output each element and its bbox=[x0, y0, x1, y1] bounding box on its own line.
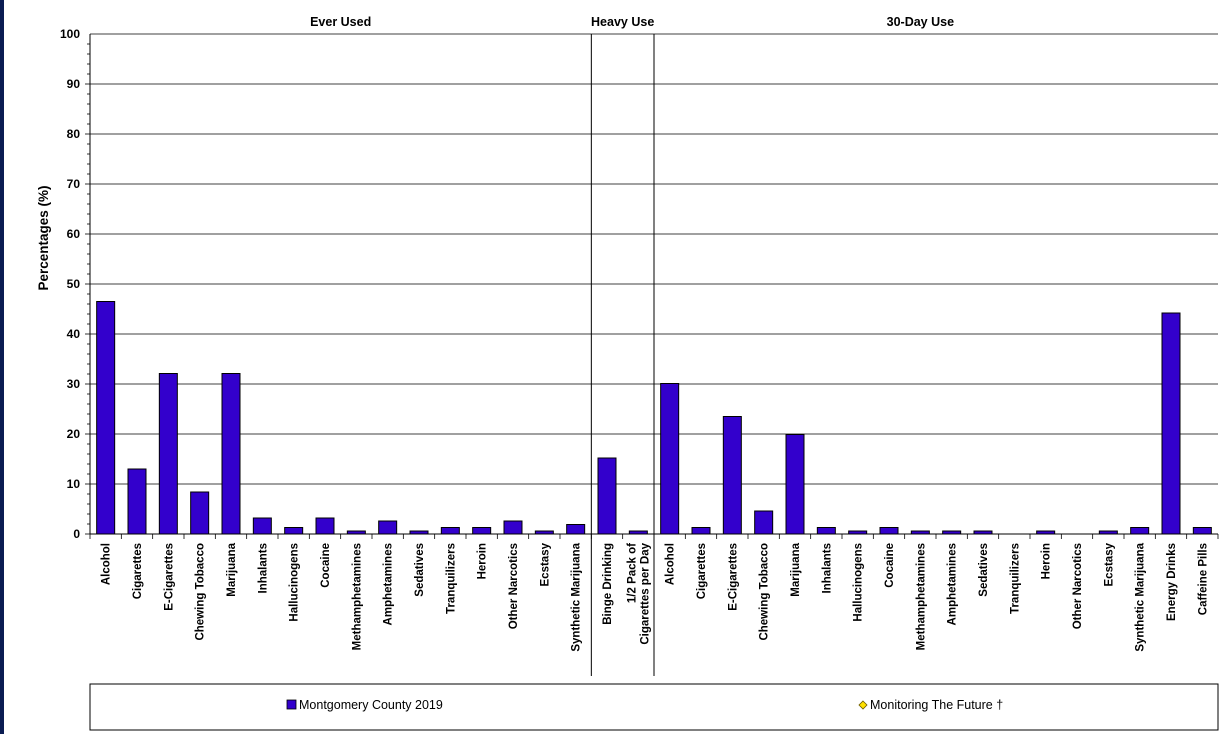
y-tick-label: 30 bbox=[67, 377, 81, 391]
x-tick-label: Other Narcotics bbox=[508, 543, 520, 629]
x-tick-label: Methamphetamines bbox=[915, 543, 927, 650]
x-tick-label: Heroin bbox=[477, 543, 489, 579]
bar bbox=[378, 520, 398, 535]
y-tick-label: 80 bbox=[67, 127, 81, 141]
x-tick-label: Cocaine bbox=[884, 543, 896, 588]
x-tick-labels: Alcohol Cigarettes E-Cigarettes Chewing Tob… bbox=[101, 542, 1210, 651]
y-tick-label: 90 bbox=[67, 77, 81, 91]
x-tick-label: Caffeine Pills bbox=[1197, 543, 1209, 615]
y-tick-label: 70 bbox=[67, 177, 81, 191]
bar bbox=[440, 527, 460, 535]
bar bbox=[1130, 527, 1150, 535]
x-tick-label: Ecstasy bbox=[1103, 542, 1115, 586]
legend: Montgomery County 2019 Monitoring The Fu… bbox=[89, 683, 1219, 731]
bar bbox=[597, 457, 617, 535]
bar bbox=[660, 383, 680, 535]
y-tick-label: 0 bbox=[73, 527, 80, 541]
x-tick-label: Energy Drinks bbox=[1166, 543, 1178, 621]
x-tick-label: Alcohol bbox=[665, 543, 677, 585]
group-headers: Ever Used Heavy Use 30-Day Use bbox=[310, 15, 954, 29]
bar bbox=[879, 527, 899, 535]
y-tick-label: 10 bbox=[67, 477, 81, 491]
bar bbox=[190, 491, 210, 535]
bar bbox=[127, 468, 147, 535]
x-tick-label: Amphetamines bbox=[383, 543, 395, 625]
x-tick-label: Alcohol bbox=[101, 543, 113, 585]
x-tick-label: E-Cigarettes bbox=[727, 543, 739, 611]
bar bbox=[722, 416, 742, 535]
x-tick-label: Sedatives bbox=[978, 543, 990, 597]
section-dividers bbox=[590, 34, 655, 676]
x-tick-label: Cocaine bbox=[320, 543, 332, 588]
x-tick-label: Chewing Tobacco bbox=[195, 543, 207, 641]
y-tick-label: 60 bbox=[67, 227, 81, 241]
bar bbox=[472, 527, 492, 535]
group-header: Heavy Use bbox=[591, 15, 654, 29]
bar bbox=[754, 510, 774, 535]
legend-box bbox=[89, 683, 1219, 731]
bar bbox=[566, 524, 586, 535]
axes bbox=[85, 34, 1219, 539]
bar bbox=[284, 527, 304, 535]
bar bbox=[1161, 312, 1181, 535]
bar bbox=[96, 301, 116, 535]
x-tick-label: Tranquilizers bbox=[445, 543, 457, 614]
x-tick-label: Tranquilizers bbox=[1009, 543, 1021, 614]
legend-swatch-bar bbox=[286, 699, 297, 710]
bar bbox=[221, 373, 241, 535]
x-tick-label: Cigarettes bbox=[132, 543, 144, 599]
y-axis-label: Percentages (%) bbox=[36, 185, 51, 290]
x-tick-label: Sedatives bbox=[414, 543, 426, 597]
bar bbox=[691, 527, 711, 535]
left-edge-bar bbox=[0, 0, 4, 734]
x-tick-label: Inhalants bbox=[821, 543, 833, 593]
x-tick-label: Inhalants bbox=[257, 543, 269, 593]
x-tick-label: Chewing Tobacco bbox=[759, 543, 771, 641]
group-header: Ever Used bbox=[310, 15, 371, 29]
x-tick-label: Methamphetamines bbox=[351, 543, 363, 650]
bar bbox=[315, 517, 335, 535]
x-tick-label: Hallucinogens bbox=[289, 543, 301, 622]
bar bbox=[816, 527, 836, 535]
x-tick-label: Other Narcotics bbox=[1072, 543, 1084, 629]
legend-label-mtf: Monitoring The Future † bbox=[870, 698, 1003, 712]
bar bbox=[158, 373, 178, 535]
x-tick-label: Cigarettes bbox=[696, 543, 708, 599]
y-tick-labels: 0 10 20 30 40 50 60 70 80 90 100 bbox=[60, 27, 80, 541]
bar bbox=[252, 517, 272, 535]
bar bbox=[785, 434, 805, 535]
x-tick-label: Amphetamines bbox=[947, 543, 959, 625]
y-tick-label: 40 bbox=[67, 327, 81, 341]
bar bbox=[1192, 527, 1212, 535]
y-tick-label: 50 bbox=[67, 277, 81, 291]
x-tick-label: Binge Drinking bbox=[602, 543, 614, 625]
x-tick-label: Synthetic Marijuana bbox=[571, 542, 583, 651]
x-tick-label: E-Cigarettes bbox=[163, 543, 175, 611]
x-tick-label: Marijuana bbox=[226, 542, 238, 596]
legend-label-montgomery: Montgomery County 2019 bbox=[299, 698, 443, 712]
y-tick-label: 20 bbox=[67, 427, 81, 441]
legend-marker-diamond-icon bbox=[858, 700, 868, 710]
bar bbox=[503, 520, 523, 535]
x-tick-label: Heroin bbox=[1041, 543, 1053, 579]
x-tick-label: Marijuana bbox=[790, 542, 802, 596]
x-tick-label: Ecstasy bbox=[539, 542, 551, 586]
y-tick-label: 100 bbox=[60, 27, 80, 41]
group-header: 30-Day Use bbox=[887, 15, 954, 29]
x-tick-label: 1/2 Pack ofCigarettes per Day bbox=[626, 542, 651, 644]
x-tick-label: Hallucinogens bbox=[853, 543, 865, 622]
x-tick-label: Synthetic Marijuana bbox=[1135, 542, 1147, 651]
bars bbox=[96, 301, 1212, 535]
